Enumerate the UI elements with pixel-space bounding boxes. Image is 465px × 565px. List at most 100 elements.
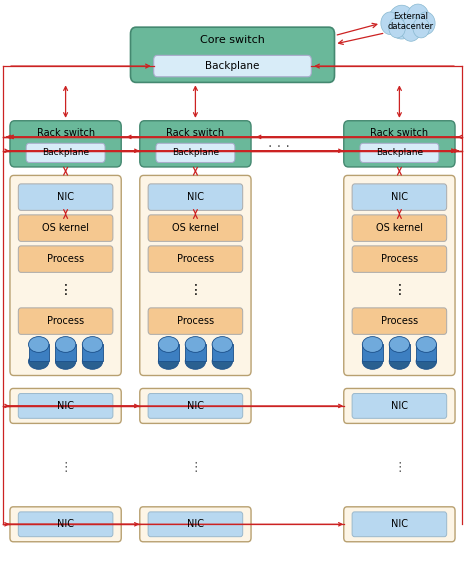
Ellipse shape <box>28 337 49 353</box>
Text: Rack switch: Rack switch <box>166 128 225 138</box>
Circle shape <box>413 18 430 38</box>
Ellipse shape <box>212 354 232 370</box>
FancyBboxPatch shape <box>26 144 105 163</box>
FancyBboxPatch shape <box>156 144 235 163</box>
Ellipse shape <box>28 354 49 370</box>
FancyBboxPatch shape <box>18 394 113 418</box>
Text: NIC: NIC <box>57 401 74 411</box>
Text: NIC: NIC <box>57 519 74 529</box>
FancyBboxPatch shape <box>18 184 113 210</box>
Text: Process: Process <box>47 316 84 326</box>
FancyBboxPatch shape <box>18 308 113 334</box>
FancyBboxPatch shape <box>18 215 113 241</box>
FancyBboxPatch shape <box>344 507 455 542</box>
Ellipse shape <box>212 337 232 353</box>
Text: ⋮: ⋮ <box>60 461 72 474</box>
Ellipse shape <box>82 337 103 353</box>
FancyBboxPatch shape <box>352 246 447 272</box>
FancyBboxPatch shape <box>352 184 447 210</box>
Text: NIC: NIC <box>391 192 408 202</box>
FancyBboxPatch shape <box>148 215 243 241</box>
Text: Rack switch: Rack switch <box>37 128 95 138</box>
FancyBboxPatch shape <box>18 512 113 537</box>
Text: External
datacenter: External datacenter <box>388 12 434 31</box>
Text: Process: Process <box>381 316 418 326</box>
Ellipse shape <box>185 354 206 370</box>
FancyBboxPatch shape <box>344 121 455 167</box>
Text: ⋮: ⋮ <box>59 283 73 297</box>
Circle shape <box>381 12 399 34</box>
FancyBboxPatch shape <box>148 512 243 537</box>
Ellipse shape <box>158 354 179 370</box>
FancyBboxPatch shape <box>154 55 311 77</box>
FancyBboxPatch shape <box>352 215 447 241</box>
Ellipse shape <box>82 354 103 370</box>
Ellipse shape <box>362 337 383 353</box>
Circle shape <box>401 16 421 41</box>
FancyBboxPatch shape <box>148 308 243 334</box>
FancyBboxPatch shape <box>352 394 447 418</box>
Bar <box>28 345 49 362</box>
Text: Backplane: Backplane <box>42 149 89 158</box>
FancyBboxPatch shape <box>148 184 243 210</box>
Text: Core switch: Core switch <box>200 35 265 45</box>
Text: Process: Process <box>47 254 84 264</box>
Text: Process: Process <box>177 316 214 326</box>
Text: ⋮: ⋮ <box>392 283 406 297</box>
Text: NIC: NIC <box>391 401 408 411</box>
FancyBboxPatch shape <box>344 389 455 423</box>
Bar <box>185 345 206 362</box>
FancyBboxPatch shape <box>10 389 121 423</box>
Ellipse shape <box>416 354 437 370</box>
Ellipse shape <box>362 354 383 370</box>
FancyBboxPatch shape <box>10 175 121 376</box>
FancyBboxPatch shape <box>352 512 447 537</box>
FancyBboxPatch shape <box>140 175 251 376</box>
Text: ⋮: ⋮ <box>393 461 405 474</box>
Text: NIC: NIC <box>187 401 204 411</box>
FancyBboxPatch shape <box>131 27 334 82</box>
Text: Backplane: Backplane <box>172 149 219 158</box>
FancyBboxPatch shape <box>148 246 243 272</box>
Text: . . .: . . . <box>268 136 290 150</box>
FancyBboxPatch shape <box>140 121 251 167</box>
FancyBboxPatch shape <box>344 175 455 376</box>
Text: Backplane: Backplane <box>206 61 259 71</box>
FancyBboxPatch shape <box>140 389 251 423</box>
Text: OS kernel: OS kernel <box>172 223 219 233</box>
Bar <box>212 345 232 362</box>
FancyBboxPatch shape <box>148 394 243 418</box>
Text: NIC: NIC <box>391 519 408 529</box>
Text: OS kernel: OS kernel <box>376 223 423 233</box>
Text: NIC: NIC <box>187 192 204 202</box>
FancyBboxPatch shape <box>140 507 251 542</box>
Circle shape <box>388 5 416 39</box>
Text: ⋮: ⋮ <box>188 283 202 297</box>
Bar <box>158 345 179 362</box>
Text: OS kernel: OS kernel <box>42 223 89 233</box>
Ellipse shape <box>185 337 206 353</box>
FancyBboxPatch shape <box>18 246 113 272</box>
Bar <box>389 345 410 362</box>
Text: ⋮: ⋮ <box>189 461 202 474</box>
Ellipse shape <box>55 337 76 353</box>
Circle shape <box>417 12 435 34</box>
Text: Process: Process <box>177 254 214 264</box>
Ellipse shape <box>55 354 76 370</box>
FancyBboxPatch shape <box>10 121 121 167</box>
Circle shape <box>389 18 405 38</box>
Text: Process: Process <box>381 254 418 264</box>
Ellipse shape <box>416 337 437 353</box>
Bar <box>416 345 437 362</box>
Text: NIC: NIC <box>187 519 204 529</box>
Bar <box>55 345 76 362</box>
Text: Backplane: Backplane <box>376 149 423 158</box>
Circle shape <box>407 4 429 31</box>
FancyBboxPatch shape <box>352 308 447 334</box>
Text: Rack switch: Rack switch <box>370 128 428 138</box>
FancyBboxPatch shape <box>360 144 439 163</box>
Bar <box>82 345 103 362</box>
Ellipse shape <box>158 337 179 353</box>
FancyBboxPatch shape <box>10 507 121 542</box>
Bar <box>362 345 383 362</box>
